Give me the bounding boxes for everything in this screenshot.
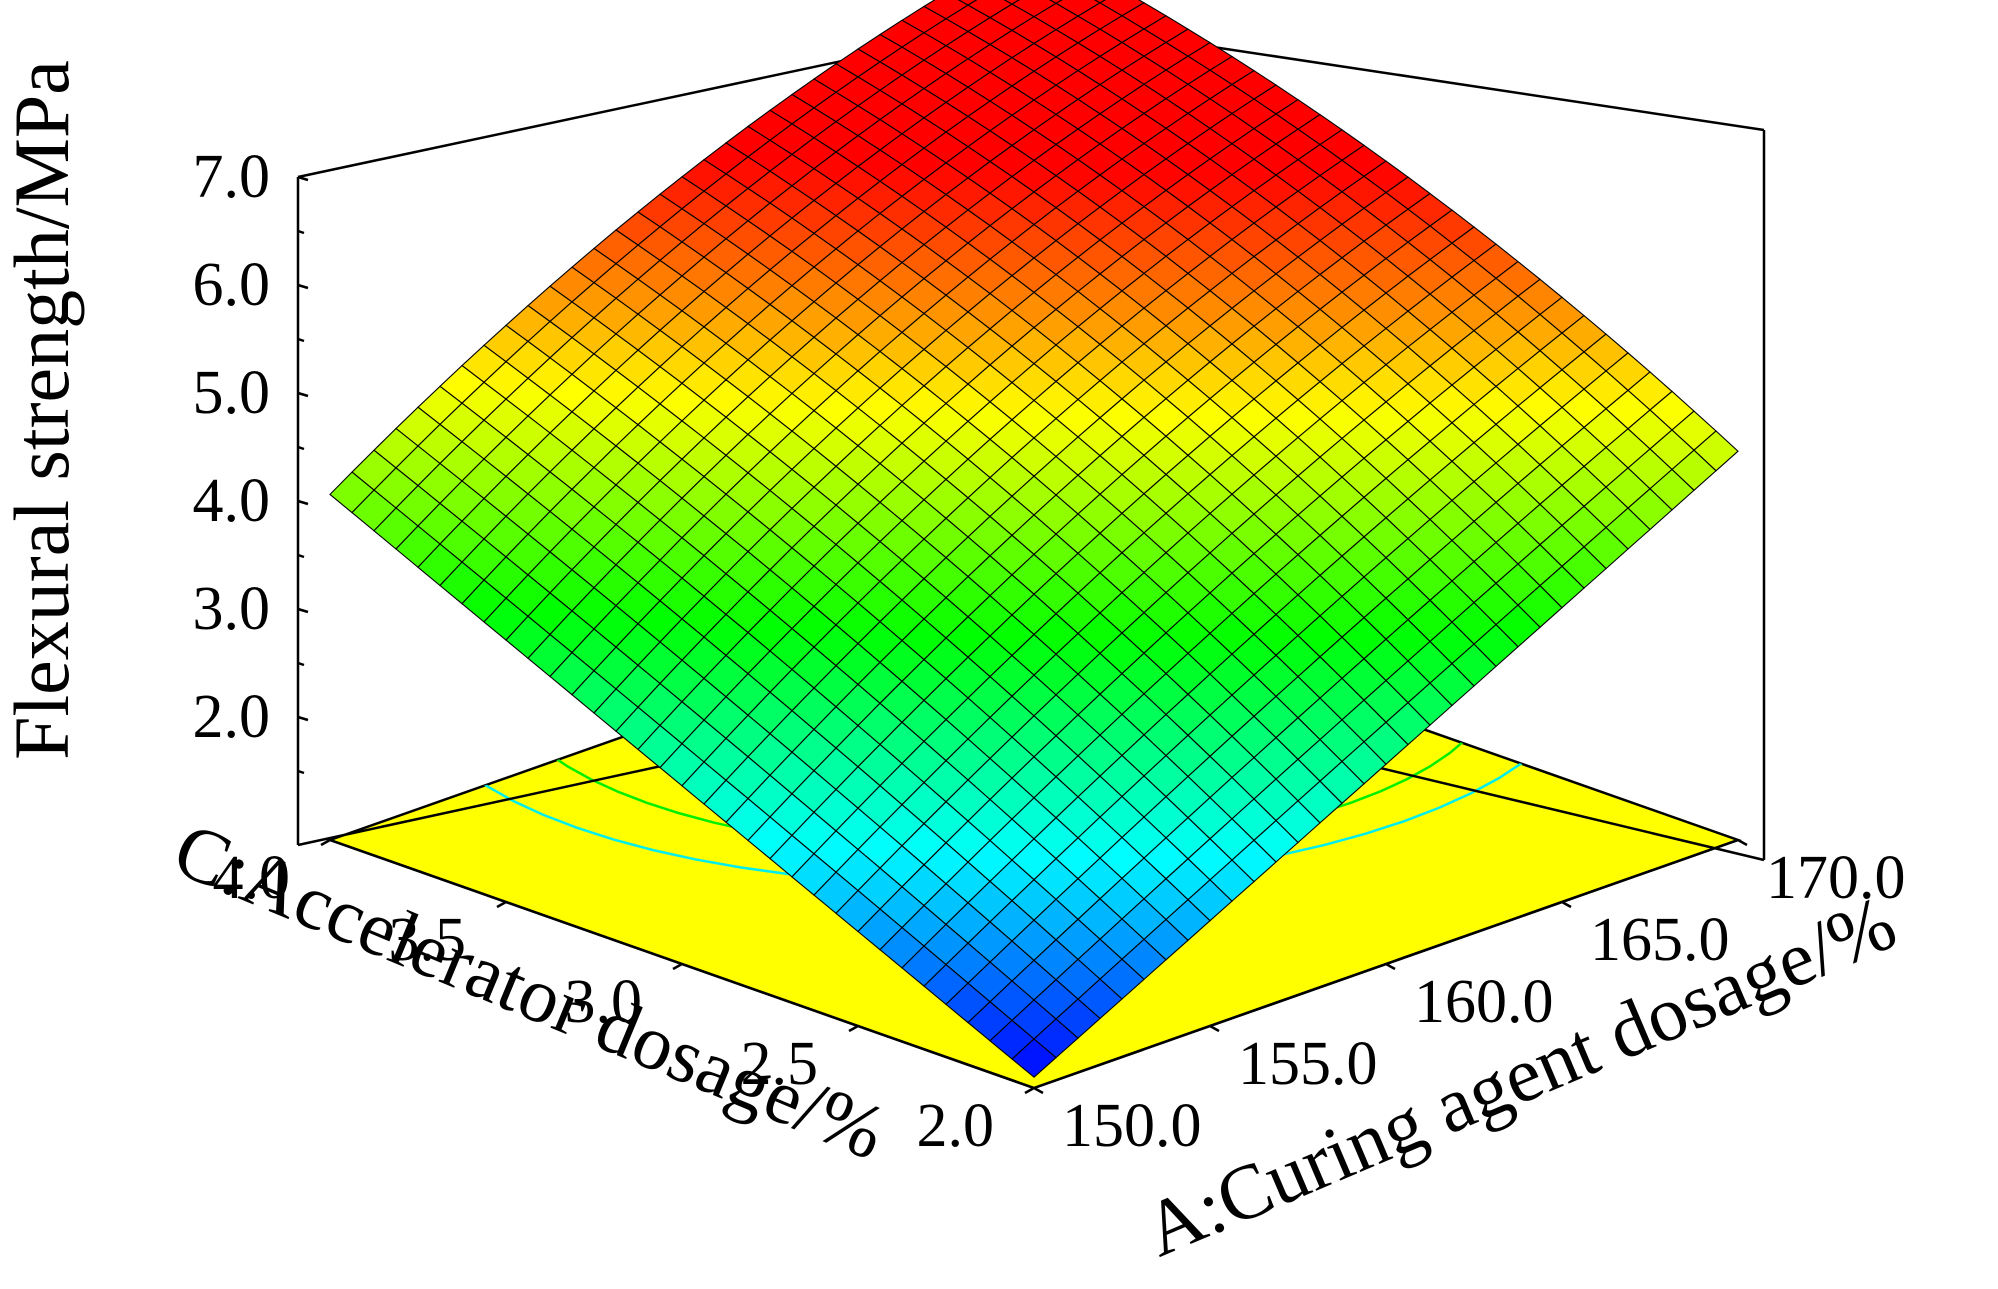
surface-cell	[957, 0, 978, 6]
response-surface	[329, 0, 1739, 1078]
z-tick-label: 7.0	[193, 143, 271, 211]
axis-box-front: 150.0 155.0 160.0 165.0 170.0 2.0 2.5 3.0 3.5 4.0	[213, 838, 1906, 1160]
surface-cell	[1048, 0, 1063, 5]
z-minor-tick	[297, 337, 305, 343]
x-tick-label: 160.0	[1414, 968, 1554, 1036]
z-tick-label: 2.0	[193, 683, 271, 751]
z-tick-label: 5.0	[193, 359, 271, 427]
surface-cell	[1003, 0, 1020, 5]
z-tick-mark	[297, 283, 309, 290]
z-tick-label: 3.0	[193, 575, 271, 643]
x-tick-label: 150.0	[1062, 1092, 1202, 1160]
y-tick-mark	[672, 962, 683, 971]
z-minor-tick	[297, 229, 305, 235]
z-minor-tick	[297, 445, 305, 451]
y-tick-label: 3.5	[389, 906, 467, 974]
y-tick-mark	[320, 838, 331, 847]
x-tick-mark	[1033, 1086, 1044, 1095]
z-minor-tick	[297, 553, 305, 559]
y-tick-label: 2.0	[917, 1092, 995, 1160]
surface-cell	[1011, 1038, 1057, 1078]
x-tick-label: 165.0	[1590, 906, 1730, 974]
x-tick-mark	[1737, 838, 1748, 847]
z-tick-mark	[297, 391, 309, 398]
z-tick-mark	[297, 175, 309, 182]
z-tick-label: 6.0	[193, 251, 271, 319]
y-tick-label: 3.0	[565, 968, 643, 1036]
y-tick-label: 4.0	[213, 844, 291, 912]
x-tick-label: 170.0	[1766, 844, 1906, 912]
z-minor-tick	[297, 769, 305, 775]
z-axis-title: Flexural strength/MPa	[0, 60, 85, 760]
z-tick-mark	[297, 715, 309, 722]
x-tick-mark	[1561, 900, 1572, 909]
y-tick-mark	[848, 1024, 859, 1033]
z-tick-mark	[297, 499, 309, 506]
z-tick-label: 4.0	[193, 467, 271, 535]
z-minor-tick	[297, 661, 305, 667]
x-tick-mark	[1209, 1024, 1220, 1033]
y-tick-mark	[496, 900, 507, 909]
y-tick-label: 2.5	[741, 1030, 819, 1098]
surface-cell	[1093, 0, 1107, 4]
y-tick-mark	[1024, 1086, 1035, 1095]
x-tick-mark	[1385, 962, 1396, 971]
x-tick-label: 155.0	[1238, 1030, 1378, 1098]
z-tick-mark	[297, 607, 309, 614]
